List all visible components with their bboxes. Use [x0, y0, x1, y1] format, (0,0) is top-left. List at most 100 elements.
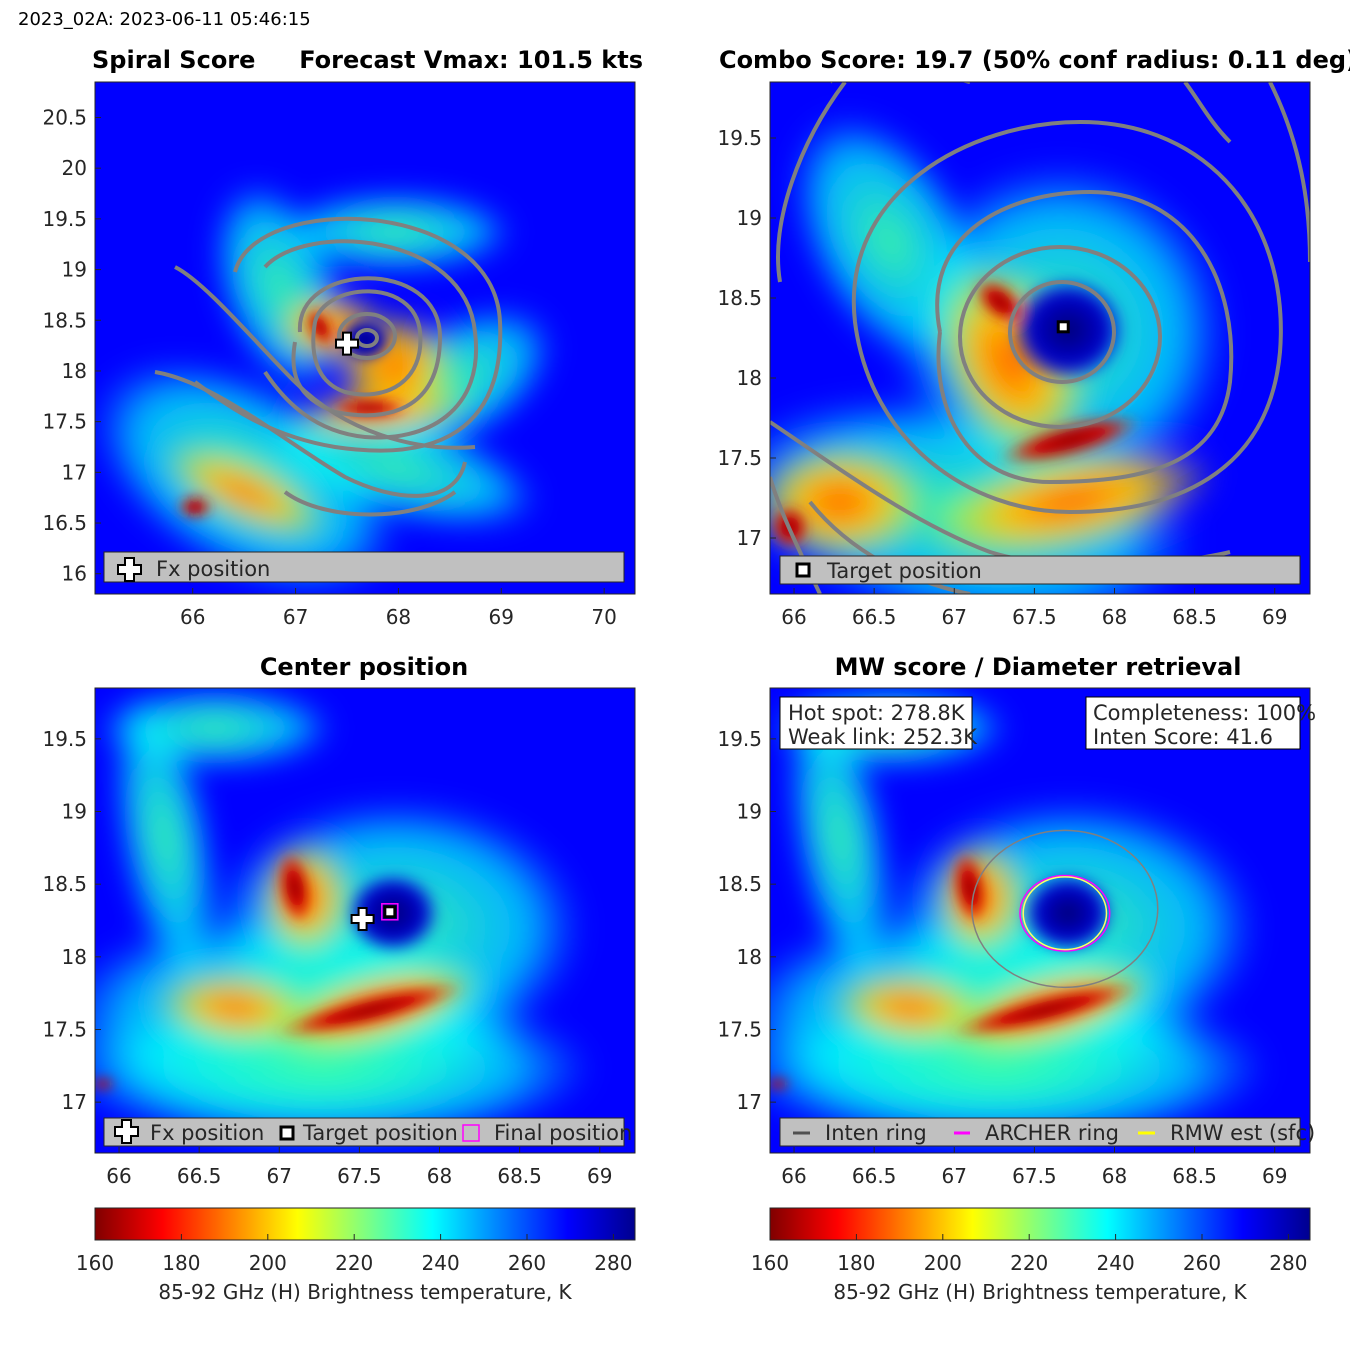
x-tick-label: 66.5 — [177, 1164, 222, 1188]
x-tick-label: 66.5 — [852, 1164, 897, 1188]
colorbar-tick-label: 240 — [1097, 1251, 1135, 1275]
colorbar-tick-label: 280 — [1269, 1251, 1307, 1275]
x-tick-label: 68 — [1102, 605, 1127, 629]
mw-axes-box — [769, 687, 1311, 1154]
x-tick-label: 69 — [1262, 605, 1287, 629]
colorbar-left-gradient — [94, 1207, 636, 1241]
center-axes-box — [94, 687, 636, 1154]
x-tick-label: 70 — [591, 605, 616, 629]
mw-infobox-left: Hot spot: 278.8K Weak link: 252.3K — [779, 696, 978, 750]
colorbar-left-label: 85-92 GHz (H) Brightness temperature, K — [158, 1280, 572, 1304]
y-tick-label: 17 — [62, 1090, 87, 1114]
x-tick-label: 68.5 — [1172, 1164, 1217, 1188]
x-tick-label: 67 — [942, 605, 967, 629]
colorbar-tick-label: 220 — [1010, 1251, 1048, 1275]
x-tick-label: 66 — [781, 605, 806, 629]
fx-position-marker — [335, 331, 359, 356]
x-tick-label: 68 — [427, 1164, 452, 1188]
weak-link-text: Weak link: 252.3K — [788, 725, 978, 749]
fx-legend-icon — [114, 1119, 139, 1144]
colorbar-tick-label: 260 — [508, 1251, 546, 1275]
y-tick-label: 17 — [737, 526, 762, 550]
spiral-title: Spiral Score — [92, 46, 255, 74]
colorbar-tick-label: 260 — [1183, 1251, 1221, 1275]
y-tick-label: 19 — [62, 258, 87, 282]
colorbar-tick-label: 200 — [249, 1251, 287, 1275]
y-tick-label: 19 — [737, 206, 762, 230]
x-tick-label: 67.5 — [1012, 605, 1057, 629]
colorbar-tick-label: 160 — [76, 1251, 114, 1275]
mw-infobox-right: Completeness: 100% Inten Score: 41.6 — [1085, 696, 1316, 750]
colorbar-tick-label: 280 — [594, 1251, 632, 1275]
x-tick-label: 66 — [781, 1164, 806, 1188]
center-position-title: Center position — [260, 653, 468, 681]
center-legend-box — [103, 1117, 625, 1147]
y-tick-label: 19.5 — [717, 727, 762, 751]
x-tick-label: 67.5 — [1012, 1164, 1057, 1188]
y-tick-label: 17.5 — [717, 1017, 762, 1041]
panel-mw-score: MW score / Diameter retrieval — [717, 653, 1316, 1188]
panel-combo-score: Combo Score: 19.7 (50% conf radius: 0.11… — [717, 46, 1350, 629]
x-tick-label: 69 — [489, 605, 514, 629]
x-tick-label: 66 — [180, 605, 205, 629]
y-tick-label: 20 — [62, 156, 87, 180]
panel-center-position: Center position — [42, 653, 636, 1188]
x-tick-label: 69 — [1262, 1164, 1287, 1188]
target-position-marker — [1056, 320, 1070, 334]
hot-spot-text: Hot spot: 278.8K — [788, 701, 966, 725]
center-legend: Fx position Target position Final positi… — [103, 1117, 632, 1147]
y-tick-label: 19.5 — [717, 126, 762, 150]
figure-suptitle: 2023_02A: 2023-06-11 05:46:15 — [18, 9, 311, 30]
target-position-marker — [383, 905, 397, 919]
combo-score-title: Combo Score: 19.7 (50% conf radius: 0.11… — [719, 46, 1350, 74]
center-legend-target-label: Target position — [302, 1121, 458, 1145]
y-tick-label: 16 — [62, 562, 87, 586]
x-tick-label: 69 — [587, 1164, 612, 1188]
spiral-axes-box — [94, 81, 636, 595]
inten-ring — [971, 829, 1159, 989]
fx-legend-icon — [117, 557, 142, 582]
spiral-contours — [154, 216, 503, 517]
colorbar-left: 160 180 200 220 240 260 280 85-92 GHz (H) Brig… — [76, 1207, 636, 1304]
target-legend-icon — [795, 562, 811, 578]
inten-score-text: Inten Score: 41.6 — [1093, 725, 1273, 749]
center-legend-final-label: Final position — [494, 1121, 632, 1145]
y-tick-label: 19.5 — [42, 727, 87, 751]
colorbar-tick-label: 180 — [837, 1251, 875, 1275]
colorbar-tick-label: 160 — [751, 1251, 789, 1275]
y-tick-label: 18.5 — [717, 286, 762, 310]
completeness-text: Completeness: 100% — [1093, 701, 1316, 725]
y-tick-label: 18 — [62, 945, 87, 969]
mw-legend-inten-label: Inten ring — [825, 1121, 927, 1145]
final-position-marker — [381, 903, 399, 921]
spiral-plot-area — [95, 82, 635, 594]
spiral-legend: Fx position — [103, 551, 625, 583]
mw-legend: Inten ring ARCHER ring RMW est (sfc) — [779, 1117, 1315, 1147]
y-tick-label: 19.5 — [42, 207, 87, 231]
center-plot-area — [95, 688, 635, 1153]
x-tick-label: 67.5 — [337, 1164, 382, 1188]
forecast-vmax-title: Forecast Vmax: 101.5 kts — [299, 46, 643, 74]
y-tick-label: 18.5 — [42, 308, 87, 332]
combo-legend-box — [779, 555, 1301, 585]
colorbar-tick-label: 200 — [924, 1251, 962, 1275]
colorbar-tick-label: 240 — [422, 1251, 460, 1275]
combo-legend-target-label: Target position — [826, 559, 982, 583]
y-tick-label: 18.5 — [42, 872, 87, 896]
center-legend-fx-label: Fx position — [150, 1121, 264, 1145]
combo-legend: Target position — [779, 555, 1301, 585]
y-tick-label: 17.5 — [42, 1017, 87, 1041]
x-tick-label: 67 — [942, 1164, 967, 1188]
y-tick-label: 17.5 — [42, 410, 87, 434]
spiral-legend-box — [103, 551, 625, 583]
x-tick-label: 67 — [283, 605, 308, 629]
x-tick-label: 66.5 — [852, 605, 897, 629]
y-tick-label: 17.5 — [717, 446, 762, 470]
colorbar-tick-label: 180 — [162, 1251, 200, 1275]
mw-legend-rmw-label: RMW est (sfc) — [1170, 1121, 1315, 1145]
mw-score-title: MW score / Diameter retrieval — [835, 653, 1242, 681]
y-tick-label: 19 — [737, 800, 762, 824]
y-tick-label: 18 — [737, 366, 762, 390]
mw-plot-area — [770, 688, 1310, 1153]
